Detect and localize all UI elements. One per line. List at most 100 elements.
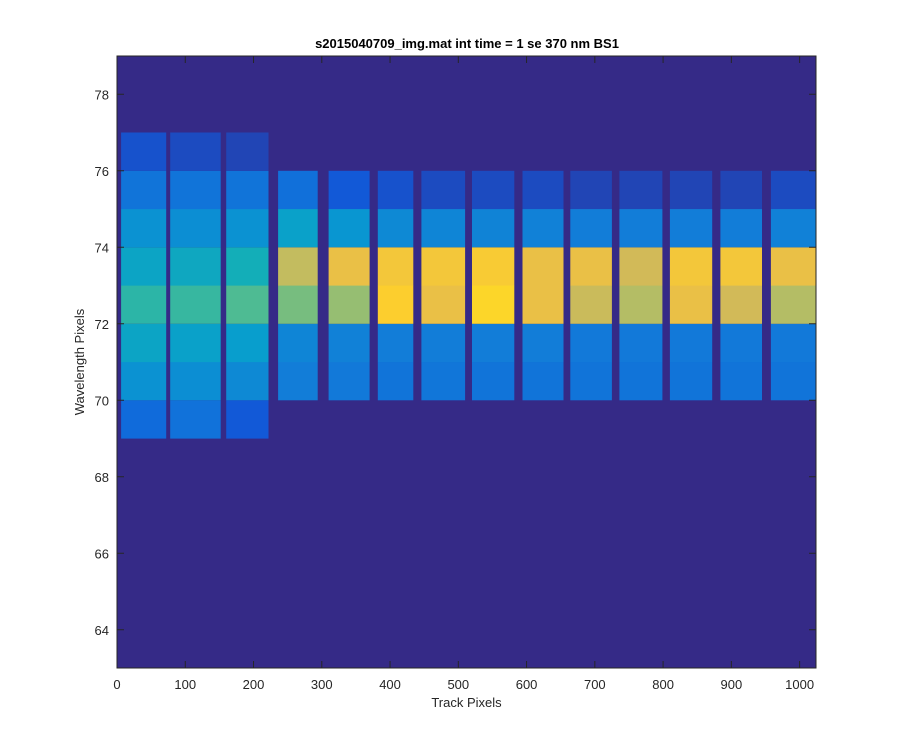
heatmap-cell [472, 170, 515, 210]
heatmap-cell [377, 209, 414, 248]
heatmap-cell [226, 362, 269, 401]
heatmap-cell [669, 285, 713, 324]
heatmap-cell [619, 285, 663, 324]
heatmap-cell [770, 209, 816, 248]
heatmap-cell [278, 209, 318, 248]
heatmap-cell [619, 247, 663, 286]
x-tick-label: 0 [113, 677, 120, 692]
heatmap-cell [226, 170, 269, 210]
heatmap-cell [669, 209, 713, 248]
y-tick-label: 76 [95, 164, 109, 179]
heatmap-cell [720, 170, 762, 210]
heatmap-cell [472, 285, 515, 324]
heatmap-cell [570, 170, 612, 210]
y-axis-label: Wavelength Pixels [72, 308, 87, 415]
heatmap-cell [570, 247, 612, 286]
heatmap-cell [226, 209, 269, 248]
heatmap-cell [377, 285, 414, 324]
y-tick-label: 66 [95, 546, 109, 561]
x-tick-label: 500 [447, 677, 469, 692]
heatmap-cell [170, 323, 221, 363]
heatmap-cell [226, 132, 269, 171]
heatmap-cell [328, 285, 370, 324]
heatmap-cell [377, 323, 414, 363]
heatmap-cell [121, 170, 167, 210]
x-tick-label: 400 [379, 677, 401, 692]
heatmap-cell [278, 170, 318, 210]
heatmap-cell [121, 247, 167, 286]
x-tick-label: 800 [652, 677, 674, 692]
x-tick-label: 1000 [785, 677, 814, 692]
x-axis-label: Track Pixels [431, 695, 502, 710]
heatmap-cell [522, 247, 564, 286]
heatmap-cell [570, 323, 612, 363]
heatmap-cell [522, 362, 564, 401]
heatmap-cell [328, 170, 370, 210]
y-tick-label: 74 [95, 240, 109, 255]
y-tick-label: 70 [95, 393, 109, 408]
heatmap-cells [121, 132, 816, 439]
y-tick-label: 72 [95, 317, 109, 332]
heatmap-cell [377, 170, 414, 210]
x-tick-label: 300 [311, 677, 333, 692]
heatmap-cell [278, 285, 318, 324]
heatmap-cell [278, 247, 318, 286]
y-tick-label: 68 [95, 470, 109, 485]
heatmap-cell [170, 400, 221, 439]
y-axis-ticks: 64 66 68 70 72 74 76 78 [95, 87, 816, 638]
x-tick-label: 700 [584, 677, 606, 692]
heatmap-cell [170, 285, 221, 324]
heatmap-cell [522, 285, 564, 324]
heatmap-cell [669, 323, 713, 363]
x-axis-ticks: 0 100 200 300 400 500 600 700 800 900 1000 [113, 56, 814, 692]
heatmap-cell [170, 209, 221, 248]
heatmap-cell [121, 323, 167, 363]
heatmap-cell [421, 323, 466, 363]
heatmap-cell [720, 362, 762, 401]
heatmap-cell [226, 400, 269, 439]
heatmap-cell [421, 247, 466, 286]
heatmap-cell [121, 362, 167, 401]
heatmap-cell [720, 323, 762, 363]
x-tick-label: 600 [516, 677, 538, 692]
x-tick-label: 200 [243, 677, 265, 692]
heatmap-cell [226, 285, 269, 324]
heatmap-cell [619, 209, 663, 248]
x-tick-label: 900 [721, 677, 743, 692]
heatmap-cell [669, 170, 713, 210]
heatmap-cell [226, 323, 269, 363]
heatmap-cell [770, 247, 816, 286]
heatmap-cell [278, 362, 318, 401]
heatmap-cell [669, 247, 713, 286]
heatmap-cell [377, 247, 414, 286]
x-tick-label: 100 [174, 677, 196, 692]
heatmap-cell [570, 362, 612, 401]
heatmap-cell [421, 209, 466, 248]
heatmap-cell [720, 247, 762, 286]
heatmap-cell [170, 170, 221, 210]
heatmap-cell [522, 170, 564, 210]
heatmap-cell [472, 247, 515, 286]
heatmap-cell [472, 209, 515, 248]
heatmap-cell [770, 285, 816, 324]
heatmap-cell [570, 285, 612, 324]
chart-title: s2015040709_img.mat int time = 1 se 370 … [315, 36, 619, 51]
heatmap-cell [770, 323, 816, 363]
heatmap-cell [570, 209, 612, 248]
heatmap-cell [170, 247, 221, 286]
heatmap-cell [720, 285, 762, 324]
heatmap-cell [619, 170, 663, 210]
y-tick-label: 78 [95, 87, 109, 102]
heatmap-cell [278, 323, 318, 363]
heatmap-cell [226, 247, 269, 286]
heatmap-cell [121, 400, 167, 439]
heatmap-cell [421, 170, 466, 210]
heatmap-cell [770, 170, 816, 210]
heatmap-cell [421, 362, 466, 401]
heatmap-cell [121, 209, 167, 248]
heatmap-cell [619, 323, 663, 363]
heatmap-cell [328, 247, 370, 286]
heatmap-cell [472, 362, 515, 401]
heatmap-cell [669, 362, 713, 401]
